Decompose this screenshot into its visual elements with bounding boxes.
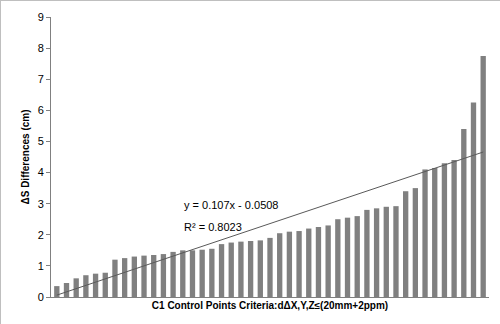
svg-text:R² = 0.8023: R² = 0.8023 (184, 221, 242, 233)
svg-text:y = 0.107x - 0.0508: y = 0.107x - 0.0508 (184, 199, 278, 211)
svg-text:C1 Control Points Criteria:dΔX: C1 Control Points Criteria:dΔX,Y,Z≤(20mm… (152, 300, 388, 311)
svg-text:ΔS Differences (cm): ΔS Differences (cm) (20, 110, 31, 205)
svg-text:1: 1 (38, 260, 44, 272)
svg-text:6: 6 (38, 104, 44, 116)
svg-text:8: 8 (38, 42, 44, 54)
svg-text:9: 9 (38, 11, 44, 23)
svg-text:3: 3 (38, 198, 44, 210)
svg-text:5: 5 (38, 135, 44, 147)
svg-text:2: 2 (38, 229, 44, 241)
svg-text:7: 7 (38, 73, 44, 85)
svg-text:0: 0 (38, 291, 44, 303)
svg-text:4: 4 (38, 166, 44, 178)
